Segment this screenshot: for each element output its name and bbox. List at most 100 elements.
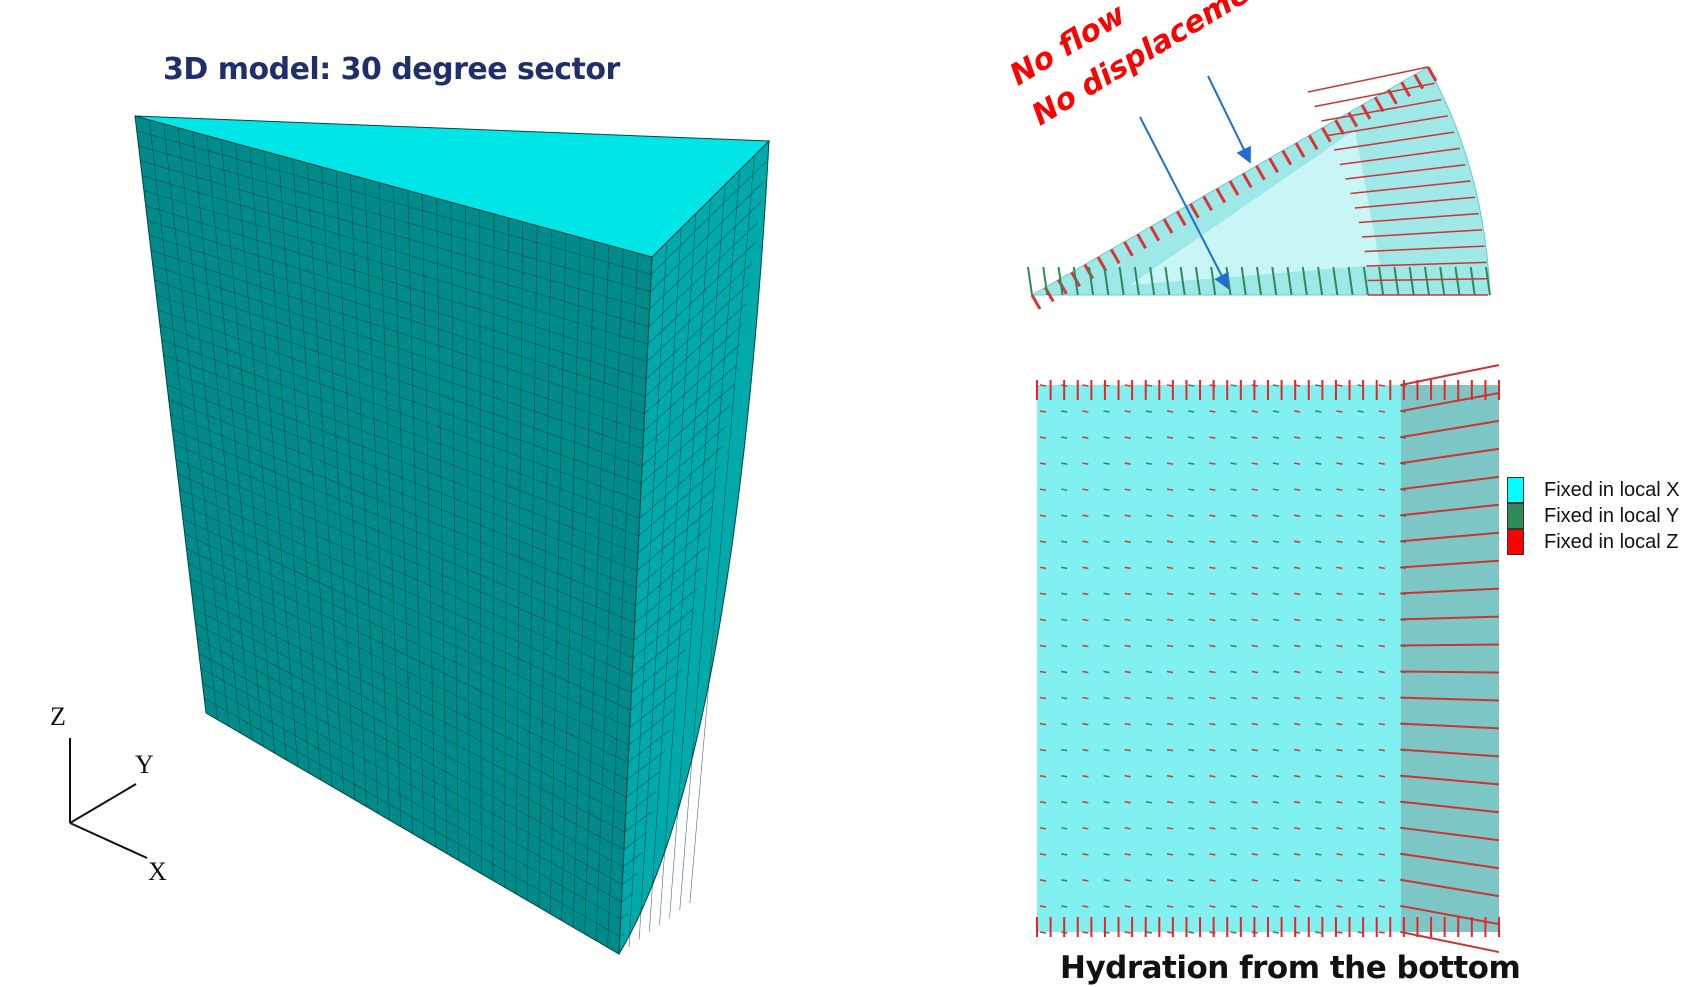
constraint-arrow bbox=[1210, 266, 1217, 296]
mesh-line bbox=[624, 811, 652, 833]
constraint-arrow bbox=[1082, 514, 1089, 517]
constraint-arrow bbox=[1251, 670, 1258, 674]
constraint-arrow bbox=[1124, 384, 1131, 387]
constraint-arrow bbox=[1145, 879, 1153, 882]
mesh-line bbox=[156, 294, 643, 467]
constraint-arrow bbox=[1272, 853, 1280, 856]
constraint-arrow bbox=[1251, 801, 1258, 804]
constraint-arrow bbox=[1082, 801, 1089, 804]
constraint-arrow bbox=[1485, 266, 1491, 296]
constraint-arrow bbox=[1336, 905, 1343, 908]
constraint-arrow bbox=[1333, 131, 1455, 151]
constraint-arrow bbox=[1189, 203, 1200, 219]
constraint-arrow bbox=[1149, 225, 1161, 242]
constraint-arrow bbox=[1103, 488, 1110, 491]
constraint-arrow bbox=[1145, 670, 1153, 674]
constraint-arrow bbox=[1039, 592, 1047, 596]
constraint-arrow bbox=[1209, 722, 1216, 726]
constraint-arrow bbox=[1145, 905, 1153, 908]
constraint-arrow bbox=[1145, 774, 1153, 778]
mesh-line bbox=[143, 190, 648, 345]
mesh-line bbox=[138, 145, 651, 293]
constraint-arrow bbox=[1378, 540, 1385, 544]
constraint-arrow bbox=[1188, 879, 1195, 882]
constraint-arrow bbox=[1209, 748, 1216, 752]
constraint-arrow bbox=[1400, 670, 1500, 674]
constraint-arrow bbox=[1145, 514, 1153, 517]
constraint-arrow bbox=[1039, 410, 1047, 413]
arrow-no-displacement bbox=[1139, 116, 1229, 290]
constraint-arrow bbox=[1400, 722, 1500, 730]
constraint-arrow bbox=[1124, 696, 1131, 700]
constraint-arrow bbox=[1378, 384, 1385, 387]
constraint-arrow bbox=[1103, 618, 1110, 622]
constraint-arrow bbox=[1357, 696, 1364, 700]
constraint-arrow bbox=[1293, 410, 1301, 413]
constraint-arrow bbox=[1339, 147, 1461, 166]
constraint-arrow bbox=[1336, 436, 1343, 439]
mesh-line bbox=[140, 160, 650, 310]
constraint-arrow bbox=[1378, 696, 1385, 700]
constraint-arrow bbox=[1336, 748, 1343, 752]
constraint-arrow bbox=[1082, 931, 1089, 934]
constraint-arrow bbox=[1272, 931, 1280, 934]
constraint-arrow bbox=[1103, 592, 1110, 596]
constraint-arrow bbox=[1293, 540, 1301, 544]
constraint-arrow bbox=[1082, 905, 1089, 908]
constraint-arrow bbox=[1039, 540, 1047, 544]
constraint-arrow bbox=[1166, 827, 1174, 830]
legend-label: Fixed in local Y bbox=[1544, 504, 1680, 527]
constraint-arrow bbox=[1251, 722, 1258, 726]
constraint-arrow bbox=[1061, 879, 1068, 882]
constraint-arrow bbox=[1358, 212, 1479, 224]
mesh-line bbox=[161, 339, 640, 519]
constraint-arrow bbox=[1039, 827, 1047, 830]
mesh-line bbox=[646, 283, 750, 380]
constraint-arrow bbox=[1061, 410, 1068, 413]
constraint-arrow bbox=[1251, 592, 1258, 596]
constraint-arrow bbox=[1188, 462, 1195, 465]
constraint-arrow bbox=[1378, 670, 1385, 674]
constraint-arrow bbox=[1357, 566, 1364, 570]
constraint-arrow bbox=[1209, 618, 1216, 622]
constraint-arrow bbox=[1357, 540, 1364, 544]
constraint-arrow bbox=[1209, 905, 1216, 908]
constraint-arrow bbox=[1336, 488, 1343, 491]
constraint-arrow bbox=[1293, 618, 1301, 622]
constraint-arrow bbox=[1469, 266, 1476, 296]
constraint-arrow bbox=[1039, 566, 1047, 570]
constraint-arrow bbox=[1272, 384, 1280, 387]
constraint-arrow bbox=[1393, 266, 1400, 296]
constraint-arrow bbox=[1230, 410, 1237, 413]
constraint-arrow bbox=[1251, 618, 1258, 622]
constraint-arrow bbox=[1188, 566, 1195, 570]
constraint-arrow bbox=[1124, 592, 1131, 596]
constraint-arrow bbox=[1281, 149, 1293, 166]
constraint-arrow bbox=[1145, 488, 1153, 491]
constraint-arrow bbox=[1124, 879, 1131, 882]
constraint-arrow bbox=[1272, 540, 1280, 544]
constraint-arrow bbox=[1272, 566, 1280, 570]
constraint-arrow bbox=[1314, 82, 1435, 108]
constraint-arrow bbox=[1145, 540, 1153, 544]
constraint-arrow bbox=[1136, 233, 1147, 249]
constraint-arrow bbox=[1082, 566, 1089, 570]
constraint-arrow bbox=[1145, 592, 1153, 596]
constraint-arrow bbox=[1209, 410, 1216, 413]
constraint-arrow bbox=[1145, 748, 1153, 752]
constraint-arrow bbox=[1366, 261, 1487, 267]
constraint-arrow bbox=[1166, 410, 1174, 413]
constraint-arrow bbox=[1367, 277, 1488, 282]
mesh-line bbox=[649, 201, 762, 310]
constraint-arrow bbox=[1209, 774, 1216, 778]
constraint-arrow bbox=[1209, 540, 1216, 544]
constraint-arrow bbox=[1272, 488, 1280, 491]
caption: Hydration from the bottom bbox=[1060, 950, 1521, 986]
constraint-arrow bbox=[1230, 592, 1237, 596]
x-axis-line bbox=[69, 822, 148, 859]
constraint-arrow bbox=[1400, 826, 1500, 842]
constraint-arrow bbox=[1039, 748, 1047, 752]
constraint-arrow bbox=[1061, 670, 1068, 674]
constraint-arrow bbox=[1188, 853, 1195, 856]
constraint-arrow bbox=[1272, 722, 1280, 726]
